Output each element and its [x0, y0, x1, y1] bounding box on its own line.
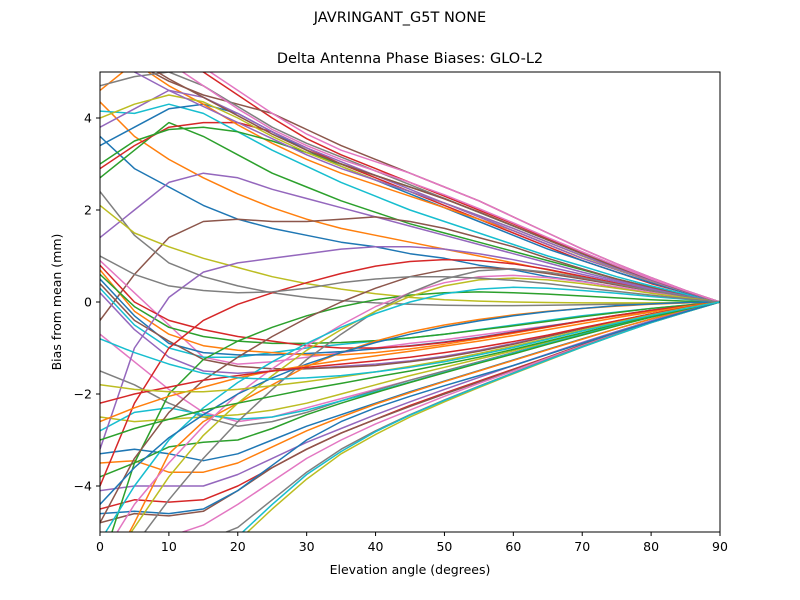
x-tick-label: 50	[436, 539, 452, 554]
y-tick-label: −2	[74, 387, 92, 402]
page-title: JAVRINGANT_G5T NONE	[313, 10, 487, 26]
series-line-5	[100, 172, 720, 303]
x-tick-label: 40	[368, 539, 384, 554]
y-tick-label: 0	[84, 295, 92, 310]
series-line-60	[100, 301, 720, 381]
series-line-9	[100, 204, 720, 304]
x-tick-label: 90	[712, 539, 728, 554]
chart-title: Delta Antenna Phase Biases: GLO-L2	[277, 51, 543, 67]
series-line-59	[100, 301, 720, 393]
series-layer	[100, 72, 720, 532]
x-tick-label: 70	[574, 539, 590, 554]
y-axis-label: Bias from mean (mm)	[49, 234, 64, 371]
series-line-8	[100, 191, 720, 307]
series-line-44	[100, 258, 720, 487]
series-line-40	[241, 301, 720, 532]
y-axis: −4 −2 0 2 4	[74, 111, 100, 494]
series-line-23	[100, 273, 720, 345]
series-line-10	[100, 103, 720, 303]
series-line-51	[100, 301, 720, 505]
series-line-50	[104, 286, 720, 532]
series-line-45	[100, 246, 720, 450]
y-tick-label: 2	[84, 203, 92, 218]
series-line-6	[100, 216, 720, 321]
series-line-35	[100, 301, 720, 492]
series-line-17	[208, 72, 720, 303]
series-line-57	[181, 72, 720, 303]
x-tick-label: 30	[299, 539, 315, 554]
x-tick-label: 10	[161, 539, 177, 554]
x-tick-label: 20	[230, 539, 246, 554]
series-line-48	[143, 268, 720, 532]
series-line-52	[100, 301, 720, 423]
y-tick-label: 4	[84, 111, 92, 126]
series-line-32	[100, 301, 720, 473]
series-line-55	[132, 72, 720, 303]
x-tick-label: 0	[96, 539, 104, 554]
series-line-49	[130, 277, 720, 532]
series-line-53	[100, 301, 720, 441]
series-line-41	[100, 301, 720, 515]
series-line-37	[180, 301, 720, 532]
y-tick-label: −4	[74, 479, 92, 494]
series-line-43	[111, 291, 720, 532]
x-tick-label: 80	[643, 539, 659, 554]
x-axis-label: Elevation angle (degrees)	[330, 562, 491, 577]
series-line-42	[128, 301, 720, 532]
series-line-58	[100, 255, 720, 303]
x-tick-label: 60	[505, 539, 521, 554]
series-line-33	[100, 301, 720, 478]
series-line-56	[155, 72, 720, 303]
series-line-24	[100, 264, 720, 349]
series-line-54	[100, 301, 720, 404]
x-axis: 0 10 20 30 40 50 60 70 80 90	[96, 532, 728, 554]
